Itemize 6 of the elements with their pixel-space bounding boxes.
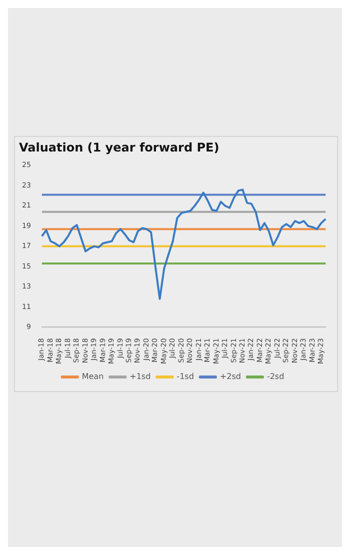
legend-label: +2sd <box>220 372 241 382</box>
legend-label: Mean <box>82 372 104 382</box>
legend-label: +1sd <box>130 372 151 382</box>
legend-label: -2sd <box>266 372 284 382</box>
chart-title: Valuation (1 year forward PE) <box>19 140 220 154</box>
legend-label: -1sd <box>176 372 194 382</box>
